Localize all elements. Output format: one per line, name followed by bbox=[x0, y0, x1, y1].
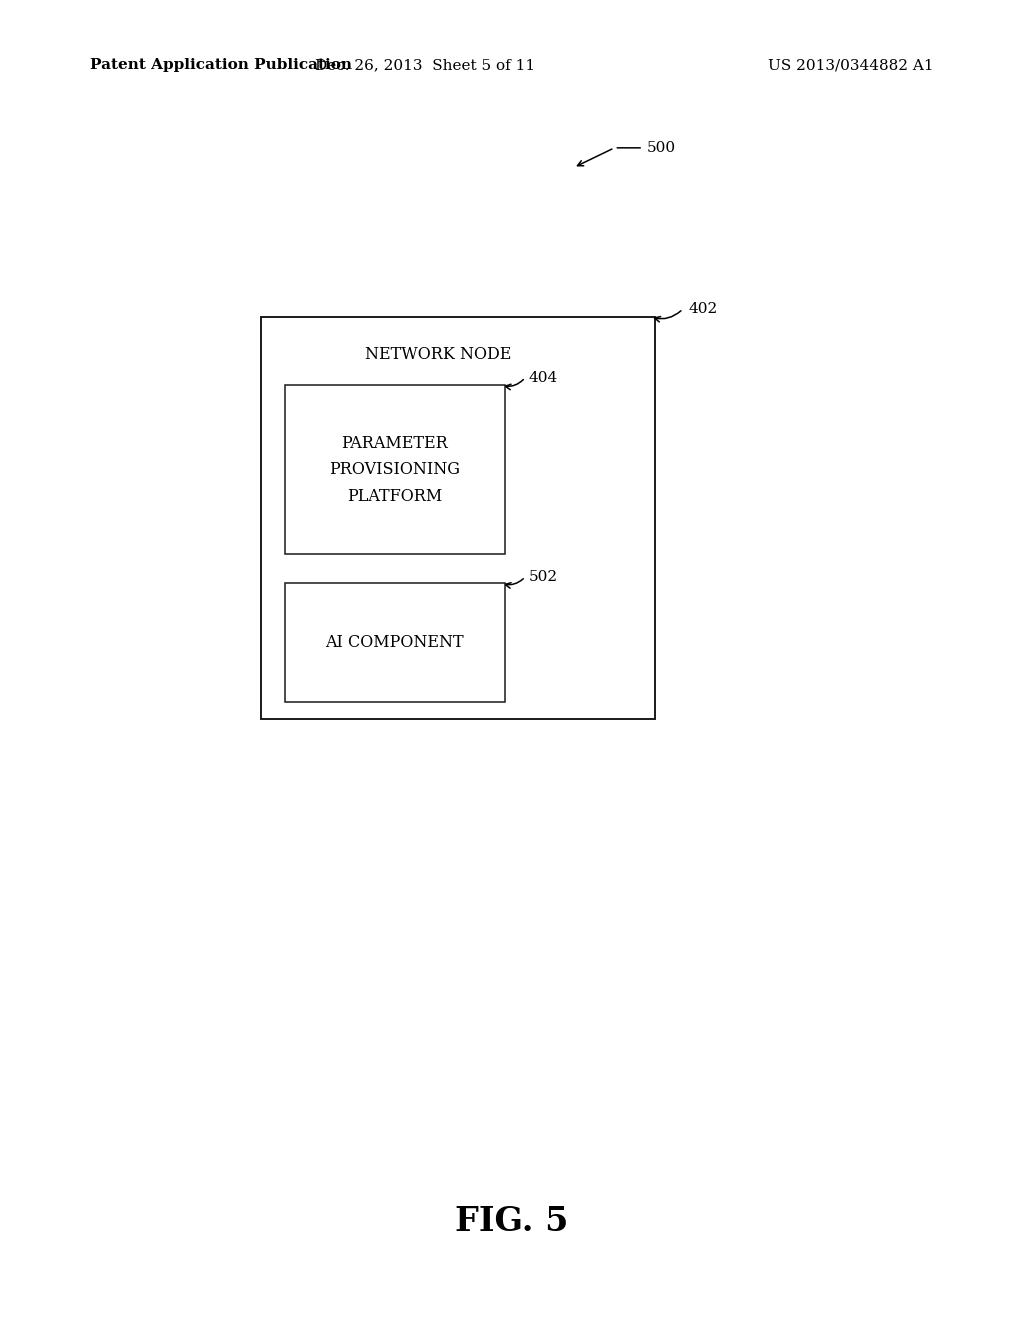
Text: 502: 502 bbox=[528, 570, 557, 583]
Text: 402: 402 bbox=[688, 302, 718, 315]
Bar bbox=[261, 317, 655, 719]
Text: PLATFORM: PLATFORM bbox=[347, 488, 442, 504]
Text: FIG. 5: FIG. 5 bbox=[456, 1205, 568, 1238]
Bar bbox=[285, 385, 505, 554]
Text: 500: 500 bbox=[647, 141, 676, 154]
Text: PARAMETER: PARAMETER bbox=[341, 436, 449, 451]
Text: 404: 404 bbox=[528, 371, 558, 384]
Bar bbox=[285, 583, 505, 702]
Text: US 2013/0344882 A1: US 2013/0344882 A1 bbox=[768, 58, 934, 73]
Text: AI COMPONENT: AI COMPONENT bbox=[326, 635, 464, 651]
Text: Patent Application Publication: Patent Application Publication bbox=[90, 58, 352, 73]
Text: Dec. 26, 2013  Sheet 5 of 11: Dec. 26, 2013 Sheet 5 of 11 bbox=[315, 58, 535, 73]
Text: NETWORK NODE: NETWORK NODE bbox=[366, 346, 512, 363]
Text: PROVISIONING: PROVISIONING bbox=[330, 462, 460, 478]
